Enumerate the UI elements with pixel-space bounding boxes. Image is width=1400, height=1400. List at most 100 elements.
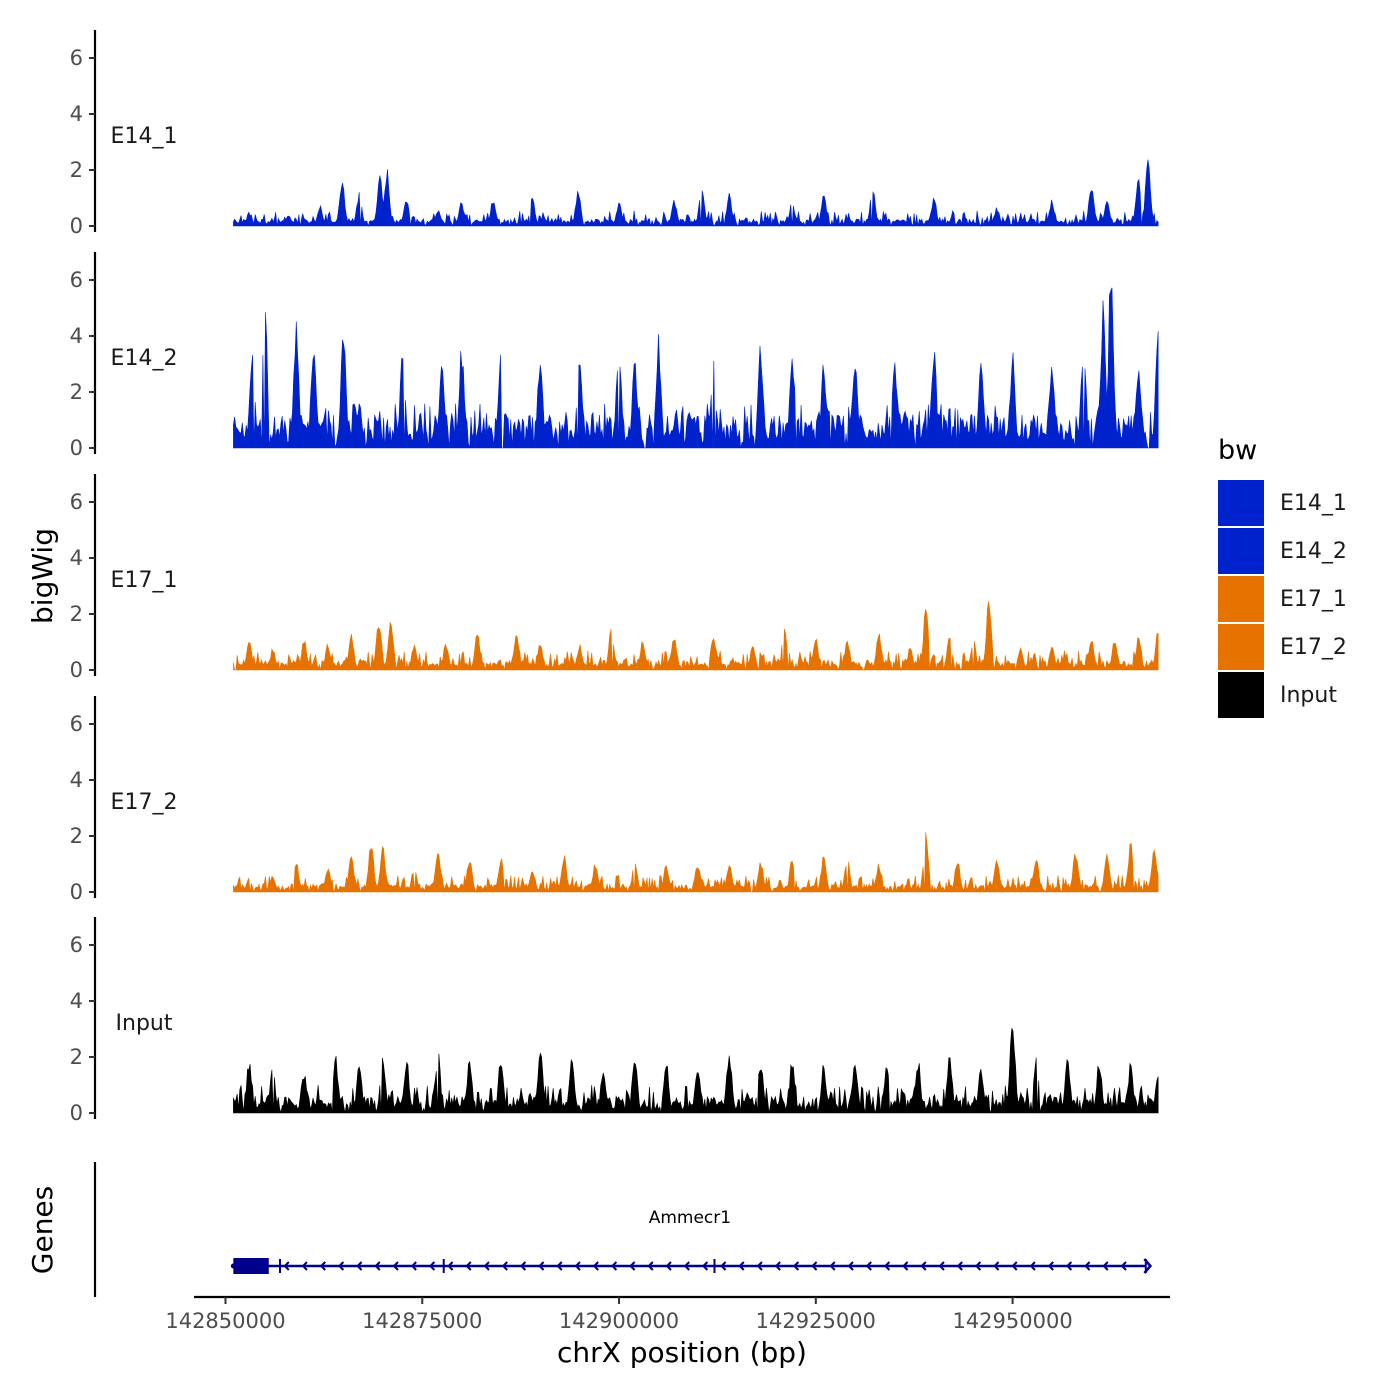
track-panel-e14_2: 0 2 4 6 E14_2 (70, 252, 1159, 460)
strand-arrow (683, 1261, 690, 1271)
signal-area-input (233, 1028, 1159, 1114)
legend-swatch (1218, 576, 1264, 622)
track-label: E17_2 (111, 790, 178, 815)
legend-label: E14_2 (1280, 539, 1347, 564)
legend: bw E14_1 E14_2 E17_1 E17_2 Input (1218, 435, 1347, 718)
strand-arrow (465, 1261, 472, 1271)
strand-arrow (538, 1261, 545, 1271)
y-tick-label: 0 (70, 1101, 83, 1125)
strand-arrow (647, 1261, 654, 1271)
gene-name-label: Ammecr1 (649, 1208, 731, 1228)
y-tick-label: 0 (70, 880, 83, 904)
y-axis-title: bigWig (26, 528, 59, 624)
track-label: Input (116, 1011, 173, 1036)
gene-exon (233, 1258, 269, 1274)
track-panel-e14_1: 0 2 4 6 E14_1 (70, 30, 1159, 238)
y-tick-label: 4 (70, 989, 83, 1013)
legend-swatch (1218, 624, 1264, 670)
strand-arrow (1065, 1261, 1073, 1271)
strand-arrow (374, 1261, 381, 1271)
track-label: E14_2 (111, 346, 178, 371)
legend-swatch (1218, 672, 1264, 718)
legend-title: bw (1218, 435, 1257, 466)
strand-arrow (774, 1261, 781, 1271)
gene-exon (279, 1259, 282, 1273)
y-tick-label: 0 (70, 658, 83, 682)
strand-arrow (301, 1261, 308, 1271)
y-tick-label: 6 (70, 933, 83, 957)
signal-area-e17_2 (233, 832, 1159, 894)
y-tick-label: 2 (70, 824, 83, 848)
legend-items: E14_1 E14_2 E17_1 E17_2 Input (1218, 480, 1347, 718)
strand-arrow (920, 1261, 927, 1271)
strand-arrow (610, 1261, 618, 1271)
strand-arrow (319, 1261, 326, 1271)
x-axis: 142850000 142875000 142900000 142925000 1429… (165, 1295, 1170, 1369)
genes-panel: Genes Ammecr1 (26, 1162, 1153, 1297)
signal-area-e14_2 (233, 287, 1159, 449)
track-label: E14_1 (111, 124, 178, 149)
strand-arrow (574, 1261, 581, 1271)
legend-label: E14_1 (1280, 491, 1347, 516)
strand-arrow (337, 1261, 345, 1271)
y-tick-label: 4 (70, 324, 83, 348)
genes-track-label: Genes (26, 1186, 59, 1274)
strand-arrow (1047, 1261, 1054, 1271)
strand-arrow (902, 1261, 909, 1271)
strand-arrow (938, 1261, 945, 1271)
y-tick-label: 0 (70, 436, 83, 460)
strand-arrow (556, 1261, 563, 1271)
strand-arrow (829, 1261, 836, 1271)
strand-arrow (756, 1261, 763, 1271)
strand-arrow (701, 1261, 709, 1271)
legend-label: Input (1280, 683, 1337, 708)
strand-arrow (356, 1261, 363, 1271)
strand-arrow (811, 1261, 818, 1271)
gene-end-cap (1143, 1258, 1153, 1274)
legend-swatch (1218, 480, 1264, 526)
y-tick-label: 2 (70, 1045, 83, 1069)
track-panel-e17_2: 0 2 4 6 E17_2 (70, 696, 1159, 904)
y-tick-label: 2 (70, 158, 83, 182)
strand-arrow (1120, 1261, 1127, 1271)
y-tick-label: 2 (70, 380, 83, 404)
legend-item-e17_2: E17_2 (1218, 624, 1347, 670)
x-tick-label: 142875000 (362, 1309, 482, 1333)
y-tick-label: 0 (70, 214, 83, 238)
track-panels: 0 2 4 6 E14_1 0 2 4 6 E14_2 0 2 4 6 E17_1 0 2 4 6 E17_2 0 2 4 6… (70, 30, 1159, 1125)
track-panel-e17_1: 0 2 4 6 E17_1 (70, 474, 1159, 682)
x-tick-label: 142850000 (165, 1309, 285, 1333)
strand-arrow (993, 1261, 1000, 1271)
strand-arrow (720, 1261, 727, 1271)
strand-arrow (283, 1261, 290, 1271)
strand-arrow (519, 1261, 527, 1271)
strand-arrow (392, 1261, 399, 1271)
strand-arrow (410, 1261, 417, 1271)
y-tick-label: 4 (70, 102, 83, 126)
y-tick-label: 4 (70, 768, 83, 792)
strand-arrow (865, 1261, 872, 1271)
legend-item-e14_1: E14_1 (1218, 480, 1347, 526)
signal-area-e14_1 (233, 159, 1159, 228)
strand-arrow (501, 1261, 508, 1271)
x-tick-label: 142950000 (952, 1309, 1072, 1333)
y-tick-label: 6 (70, 712, 83, 736)
strand-arrow (592, 1261, 599, 1271)
legend-swatch (1218, 528, 1264, 574)
strand-arrow (792, 1261, 800, 1271)
strand-arrow (428, 1261, 436, 1271)
strand-arrow (1011, 1261, 1018, 1271)
legend-item-e17_1: E17_1 (1218, 576, 1347, 622)
strand-arrow (447, 1261, 454, 1271)
strand-arrow (956, 1261, 963, 1271)
strand-arrow (483, 1261, 490, 1271)
gene-model (230, 1258, 1153, 1274)
y-tick-label: 2 (70, 602, 83, 626)
track-panel-input: 0 2 4 6 Input (70, 917, 1159, 1125)
legend-item-input: Input (1218, 672, 1337, 718)
gene-start-cap (230, 1263, 236, 1269)
strand-arrow (665, 1261, 672, 1271)
strand-arrow (1084, 1261, 1091, 1271)
y-tick-label: 6 (70, 46, 83, 70)
